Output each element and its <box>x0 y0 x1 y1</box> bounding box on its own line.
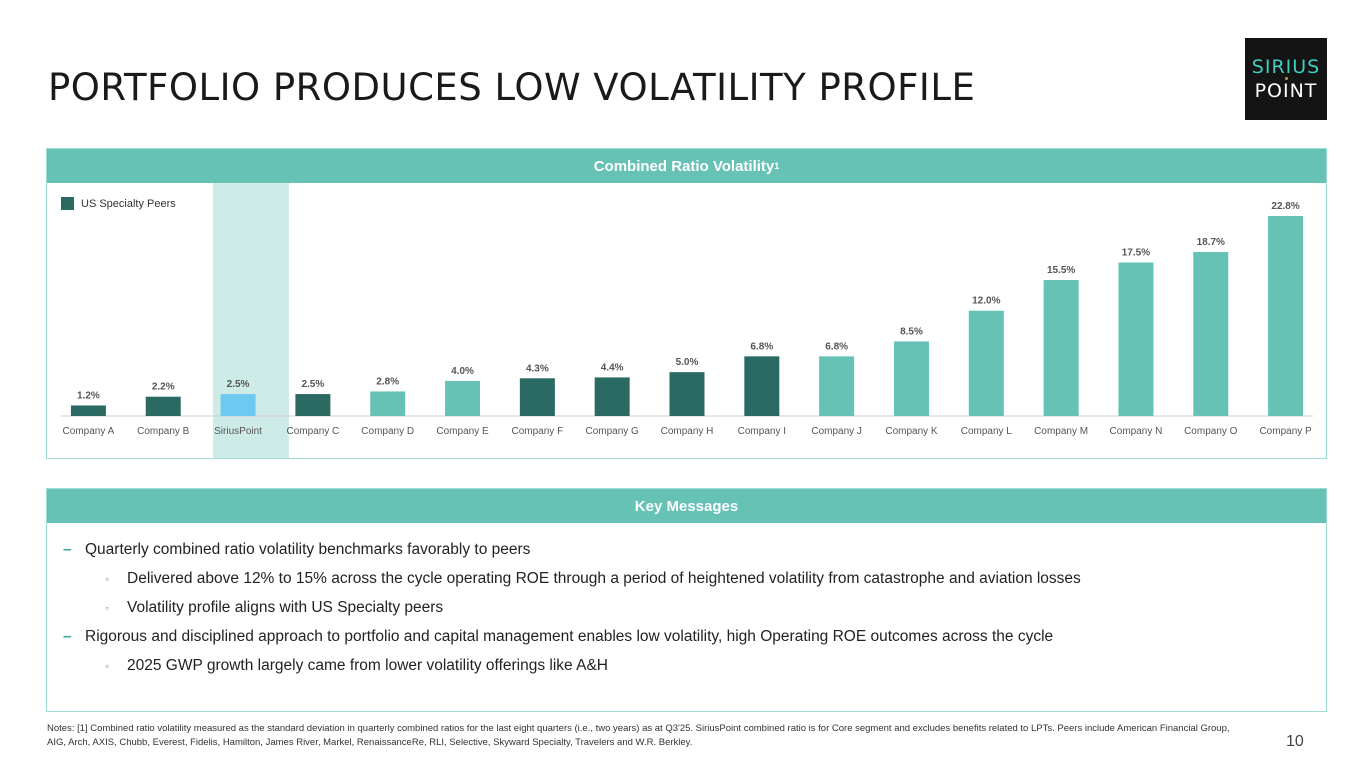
data-label: 18.7% <box>1197 237 1225 248</box>
bar-company-j <box>819 356 855 416</box>
data-label: 2.5% <box>301 379 324 390</box>
chart-area: US Specialty Peers 1.2% Company A 2.2% Comp… <box>47 183 1326 458</box>
x-tick-label: Company E <box>436 426 489 437</box>
bar-company-e <box>445 380 481 416</box>
legend-label-peers: US Specialty Peers <box>81 197 176 210</box>
bar-company-o <box>1193 251 1229 416</box>
key-messages-header: Key Messages <box>47 489 1326 523</box>
key-message-text: Delivered above 12% to 15% across the cy… <box>127 569 1081 587</box>
data-label: 6.8% <box>750 341 773 352</box>
data-label: 2.5% <box>227 379 250 390</box>
key-message-item: ◦ Delivered above 12% to 15% across the c… <box>63 564 1326 593</box>
key-message-text: Quarterly combined ratio volatility benc… <box>85 540 531 558</box>
data-label: 4.3% <box>526 363 549 374</box>
data-label: 22.8% <box>1271 201 1299 212</box>
x-tick-label: Company L <box>961 426 1013 437</box>
bar-company-l <box>968 310 1004 416</box>
key-message-item: – Rigorous and disciplined approach to po… <box>63 622 1326 651</box>
bullet-icon: ◦ <box>105 658 110 673</box>
data-label: 15.5% <box>1047 265 1075 276</box>
data-label: 5.0% <box>676 357 699 368</box>
x-tick-label: Company B <box>137 426 190 437</box>
x-tick-label: SiriusPoint <box>214 426 262 437</box>
data-label: 8.5% <box>900 326 923 337</box>
bar-company-n <box>1118 262 1154 416</box>
data-label: 2.8% <box>376 376 399 387</box>
bar-company-g <box>594 377 630 416</box>
x-tick-label: Company G <box>585 426 639 437</box>
x-tick-label: Company H <box>661 426 714 437</box>
key-messages-panel: Key Messages – Quarterly combined ratio v… <box>46 488 1327 712</box>
key-message-item: ◦ Volatility profile aligns with US Speci… <box>63 593 1326 622</box>
data-label: 4.4% <box>601 362 624 373</box>
key-messages-list: – Quarterly combined ratio volatility ben… <box>47 523 1326 680</box>
chart-panel-header: Combined Ratio Volatility 1 <box>47 149 1326 183</box>
data-label: 6.8% <box>825 341 848 352</box>
bar-company-f <box>519 378 555 416</box>
bar-company-h <box>669 372 705 416</box>
bullet-icon: – <box>63 627 72 645</box>
bar-company-p <box>1268 216 1304 416</box>
bar-siriuspoint <box>220 394 256 416</box>
data-label: 1.2% <box>77 390 100 401</box>
legend-swatch-peers <box>61 197 74 210</box>
bar-company-m <box>1043 280 1079 416</box>
chart-panel: Combined Ratio Volatility 1 US Specialty … <box>46 148 1327 459</box>
bar-company-a <box>70 405 106 416</box>
x-tick-label: Company C <box>286 426 339 437</box>
x-tick-label: Company N <box>1110 426 1163 437</box>
key-message-text: 2025 GWP growth largely came from lower … <box>127 656 608 674</box>
x-tick-label: Company F <box>512 426 564 437</box>
data-label: 2.2% <box>152 382 175 393</box>
chart-legend: US Specialty Peers <box>61 197 176 210</box>
bar-company-k <box>893 341 929 416</box>
page-number: 10 <box>1286 733 1304 750</box>
x-tick-label: Company O <box>1184 426 1238 437</box>
bar-company-i <box>744 356 780 416</box>
page-title: PORTFOLIO PRODUCES LOW VOLATILITY PROFIL… <box>48 66 976 109</box>
logo-line-2: POINT <box>1254 79 1318 102</box>
bar-company-c <box>295 394 331 416</box>
bar-company-b <box>145 396 181 416</box>
x-tick-label: Company A <box>63 426 115 437</box>
data-label: 12.0% <box>972 296 1000 307</box>
bullet-icon: ◦ <box>105 600 110 615</box>
x-tick-label: Company K <box>885 426 938 437</box>
key-message-item: – Quarterly combined ratio volatility ben… <box>63 535 1326 564</box>
x-tick-label: Company M <box>1034 426 1088 437</box>
chart-title: Combined Ratio Volatility <box>593 157 775 175</box>
x-tick-label: Company I <box>738 426 786 437</box>
bar-company-d <box>370 391 406 416</box>
data-label: 4.0% <box>451 366 474 377</box>
key-message-item: ◦ 2025 GWP growth largely came from lower… <box>63 651 1326 680</box>
data-label: 17.5% <box>1122 247 1150 258</box>
bullet-icon: ◦ <box>105 571 110 586</box>
x-tick-label: Company P <box>1259 426 1312 437</box>
bullet-icon: – <box>63 540 72 558</box>
key-message-text: Volatility profile aligns with US Specia… <box>127 598 444 616</box>
chart-title-footnote: 1 <box>774 161 780 171</box>
logo-line-1: SIRIUS <box>1251 55 1321 78</box>
logo-dot <box>1284 76 1288 80</box>
key-message-text: Rigorous and disciplined approach to por… <box>85 627 1054 645</box>
siriuspoint-logo: SIRIUS POINT <box>1245 38 1327 120</box>
x-tick-label: Company D <box>361 426 414 437</box>
footnotes: Notes: [1] Combined ratio volatility mea… <box>47 723 1230 748</box>
x-tick-label: Company J <box>811 426 862 437</box>
bar-chart: 1.2% Company A 2.2% Company B 2.5% SiriusPoin… <box>61 201 1313 437</box>
